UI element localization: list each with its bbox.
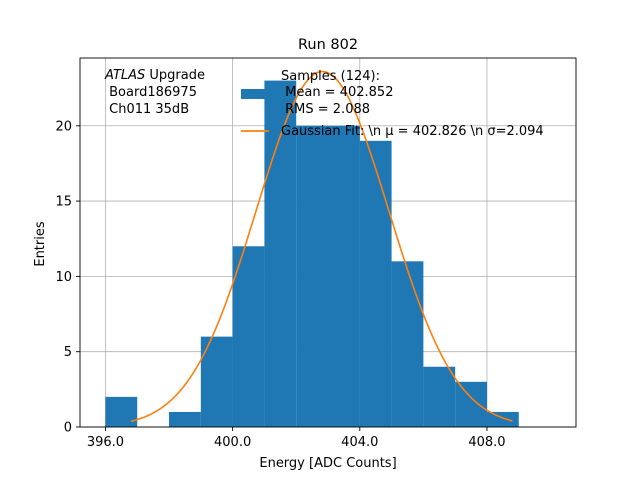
legend-fit-label: Gaussian Fit: \n μ = 402.826 \n σ=2.094 — [281, 124, 544, 139]
legend-histogram-swatch — [241, 89, 269, 99]
histogram-bar — [391, 261, 424, 427]
legend-histogram-line-2: Mean = 402.852 — [281, 85, 393, 100]
y-tick-label: 15 — [55, 195, 72, 210]
y-axis-label: Entries — [33, 221, 48, 267]
x-tick-label: 408.0 — [468, 435, 505, 450]
histogram-bar — [200, 336, 233, 427]
histogram-bar — [232, 246, 265, 427]
atlas-annotation: ATLAS Upgrade Board186975 Ch011 35dB — [104, 68, 205, 117]
histogram-bar — [328, 125, 360, 427]
gaussian-fit-curve — [130, 70, 513, 423]
legend-histogram-line-1: Samples (124): — [281, 69, 380, 84]
y-tick-label: 5 — [64, 345, 72, 360]
histogram-bar — [169, 411, 201, 427]
y-tick-label: 0 — [64, 421, 72, 436]
y-tick-label: 20 — [55, 119, 72, 134]
histogram-bar — [359, 140, 392, 427]
annotation-channel: Ch011 35dB — [105, 102, 189, 117]
annotation-upgrade: Upgrade — [145, 68, 205, 83]
legend-histogram-line-3: RMS = 2.088 — [281, 102, 370, 117]
x-tick-label: 400.0 — [214, 435, 251, 450]
annotation-line-1: ATLAS Upgrade — [104, 68, 205, 83]
y-tick-label: 10 — [55, 270, 72, 285]
histogram-bar — [486, 411, 519, 427]
annotation-atlas: ATLAS — [104, 68, 145, 83]
axis-ticks: 396.0 400.0 404.0 408.0 0 5 10 15 20 — [55, 119, 505, 450]
histogram-bar — [296, 125, 328, 427]
histogram-bar — [423, 366, 456, 427]
annotation-board: Board186975 — [105, 85, 197, 100]
histogram-bars — [105, 80, 519, 428]
x-tick-label: 396.0 — [87, 435, 124, 450]
histogram-bar — [455, 381, 487, 427]
legend: Samples (124): Mean = 402.852 RMS = 2.08… — [241, 69, 544, 139]
chart-title: Run 802 — [298, 37, 358, 53]
x-axis-label: Energy [ADC Counts] — [259, 456, 396, 471]
plot-frame — [79, 57, 577, 428]
x-tick-label: 404.0 — [341, 435, 378, 450]
histogram-bar — [105, 396, 138, 427]
